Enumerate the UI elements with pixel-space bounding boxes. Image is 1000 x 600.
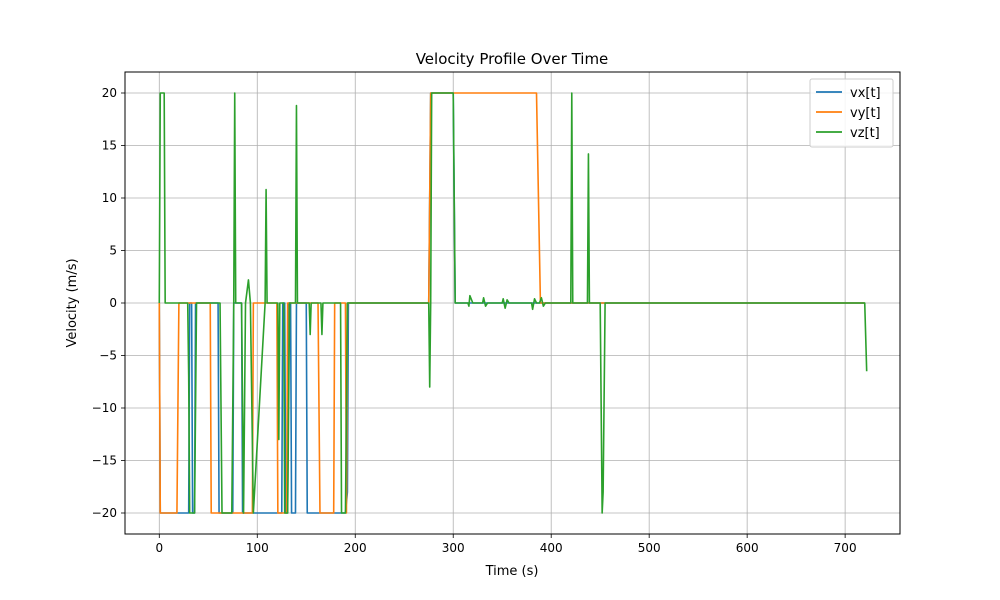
y-tick-label: −10 [92,401,117,415]
legend-label-2: vz[t] [850,126,880,141]
legend-box [809,78,894,148]
x-tick-label: 500 [638,541,661,555]
legend-label-0: vx[t] [850,86,881,101]
axis-ticks: 0 100 200 300 400 500 600 700 −20 −15 −10 −5 0 5 10 15 2… [92,86,857,555]
y-tick-label: 20 [102,86,117,100]
legend-label-1: vy[t] [850,106,881,121]
y-axis-label: Velocity (m/s) [65,258,80,347]
x-tick-label: 400 [540,541,563,555]
y-tick-label: 5 [109,244,117,258]
y-tick-label: −15 [92,454,117,468]
chart-title: Velocity Profile Over Time [416,50,609,68]
y-tick-label: 10 [102,191,117,205]
x-tick-label: 0 [155,541,163,555]
y-tick-label: 15 [102,139,117,153]
x-tick-label: 100 [246,541,269,555]
x-tick-label: 200 [344,541,367,555]
legend: vx[t] vy[t] vz[t] [809,78,894,148]
x-axis-label: Time (s) [485,564,539,579]
x-tick-label: 300 [442,541,465,555]
series-lines [158,92,868,514]
y-tick-label: −5 [99,349,117,363]
x-tick-label: 600 [736,541,759,555]
y-tick-label: 0 [109,296,117,310]
x-tick-label: 700 [834,541,857,555]
y-tick-label: −20 [92,506,117,520]
series-line-2 [158,92,868,514]
